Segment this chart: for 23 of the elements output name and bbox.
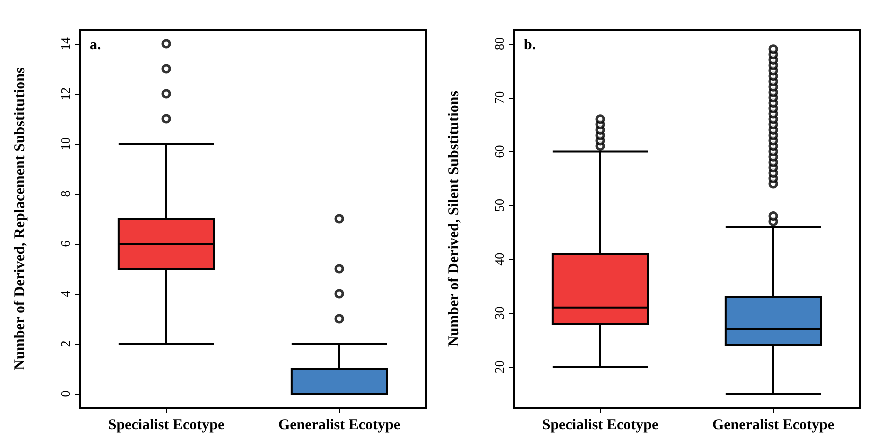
- y-tick-label: 8: [58, 190, 73, 198]
- annotation: b.: [524, 38, 536, 54]
- y-tick-label: 6: [58, 240, 73, 248]
- y-axis-title: Number of Derived, Silent Substitutions: [446, 90, 462, 347]
- y-tick-label: 20: [492, 360, 507, 374]
- y-tick-label: 50: [492, 199, 507, 212]
- y-axis-title: Number of Derived, Replacement Substitutions: [12, 68, 28, 370]
- y-tick-label: 30: [492, 306, 507, 320]
- x-tick-label: Specialist Ecotype: [542, 418, 659, 434]
- y-tick-label: 40: [492, 252, 507, 266]
- y-tick-label: 10: [58, 138, 73, 150]
- y-tick-label: 12: [58, 88, 73, 100]
- y-tick-label: 80: [492, 38, 507, 50]
- y-tick-label: 4: [58, 290, 73, 298]
- y-tick-label: 60: [492, 145, 507, 158]
- annotation: a.: [90, 38, 102, 54]
- y-tick-label: 70: [492, 91, 507, 104]
- y-tick-label: 2: [58, 340, 73, 348]
- y-tick-label: 14: [58, 37, 73, 50]
- y-tick-label: 0: [58, 390, 73, 398]
- x-tick-label: Specialist Ecotype: [108, 418, 225, 434]
- x-tick-label: Generalist Ecotype: [278, 418, 401, 434]
- x-tick-label: Generalist Ecotype: [712, 418, 835, 434]
